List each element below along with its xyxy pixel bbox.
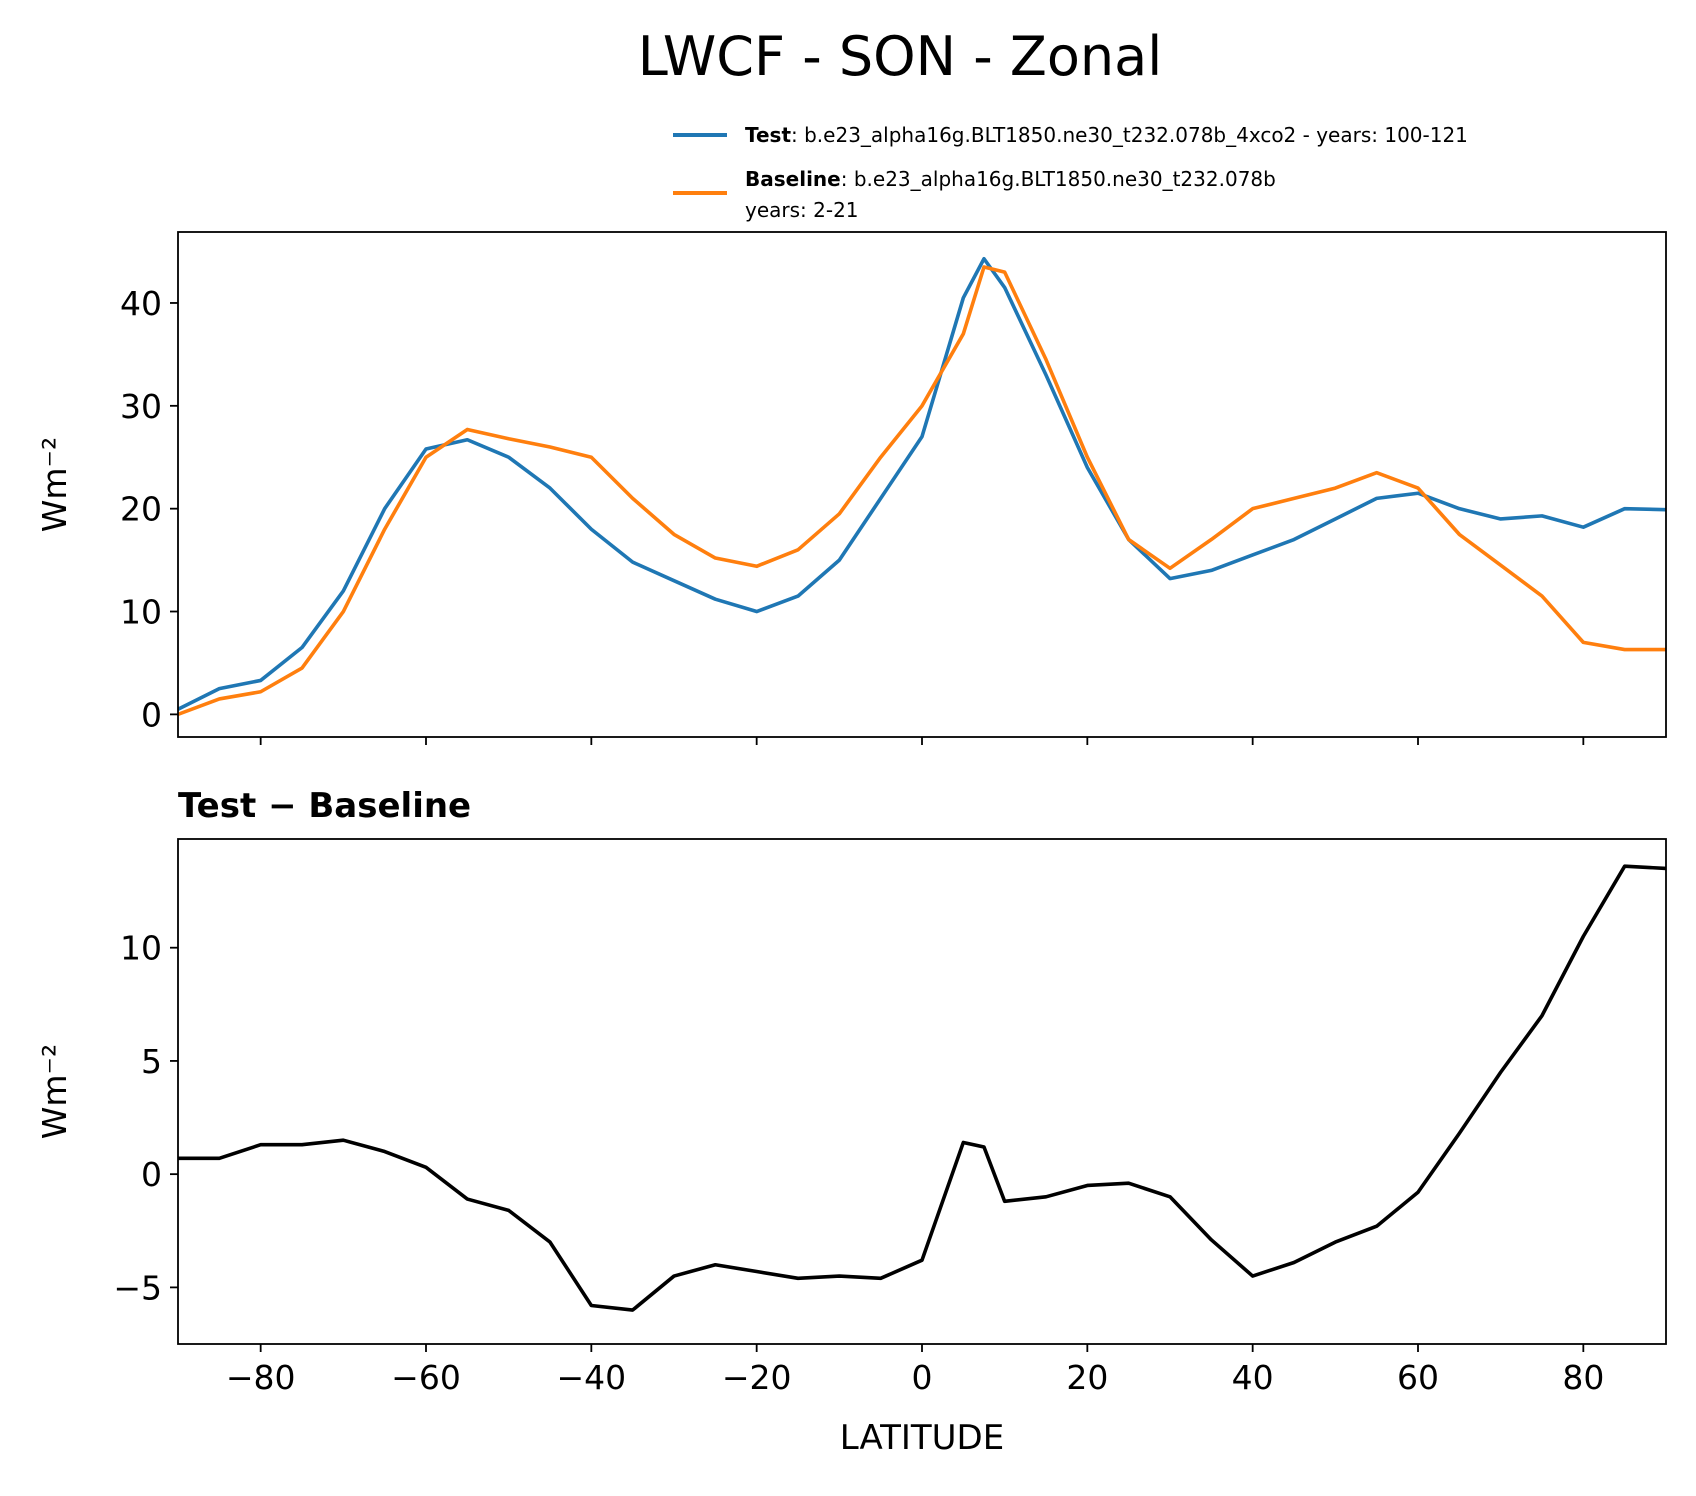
x-tick-label: −80 <box>226 1358 296 1397</box>
chart-title: LWCF - SON - Zonal <box>638 25 1162 88</box>
y-tick-label: 10 <box>120 929 162 968</box>
y-tick-label: 0 <box>141 1155 162 1194</box>
y-axis-label: Wm⁻² <box>35 1044 74 1139</box>
x-tick-label: 60 <box>1397 1358 1439 1397</box>
y-tick-label: −5 <box>113 1268 162 1307</box>
legend-name: Baseline <box>745 167 841 191</box>
data-line <box>178 265 1666 717</box>
y-tick-label: 30 <box>120 387 162 426</box>
x-tick-label: 0 <box>912 1358 933 1397</box>
legend-description: : b.e23_alpha16g.BLT1850.ne30_t232.078b_… <box>791 123 1468 147</box>
y-tick-label: 5 <box>141 1042 162 1081</box>
y-tick-label: 20 <box>120 490 162 529</box>
legend-description: : b.e23_alpha16g.BLT1850.ne30_t232.078b <box>841 167 1276 191</box>
y-tick-label: 40 <box>120 284 162 323</box>
legend-description: years: 2-21 <box>745 198 859 222</box>
x-tick-label: −40 <box>557 1358 627 1397</box>
x-tick-label: −20 <box>722 1358 792 1397</box>
legend-label: Test: b.e23_alpha16g.BLT1850.ne30_t232.0… <box>745 123 1468 147</box>
y-tick-label: 10 <box>120 593 162 632</box>
data-line <box>178 864 1666 1312</box>
legend-name: Test <box>745 123 791 147</box>
x-tick-label: 80 <box>1562 1358 1604 1397</box>
x-tick-label: 20 <box>1066 1358 1108 1397</box>
y-axis-label: Wm⁻² <box>35 437 74 532</box>
y-tick-label: 0 <box>141 695 162 734</box>
x-tick-label: −60 <box>391 1358 461 1397</box>
legend-label: Baseline: b.e23_alpha16g.BLT1850.ne30_t2… <box>745 167 1276 191</box>
subplot-title: Test − Baseline <box>178 786 471 826</box>
x-tick-label: 40 <box>1232 1358 1274 1397</box>
x-axis-label: LATITUDE <box>840 1418 1004 1458</box>
